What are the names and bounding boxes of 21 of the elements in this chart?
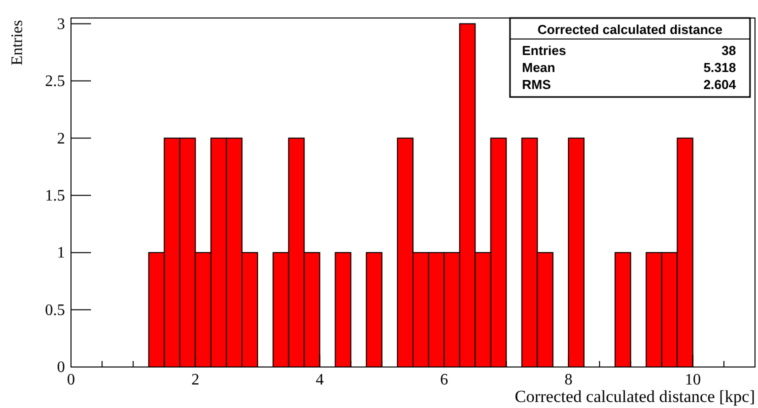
annotation: RMS bbox=[522, 77, 552, 92]
x-tick-label: 2 bbox=[191, 371, 200, 388]
y-tick-label: 0 bbox=[57, 359, 65, 376]
chart-title: Corrected calculated distance bbox=[538, 22, 722, 37]
y-tick-label: 2 bbox=[57, 130, 65, 148]
y-tick-label: 1.5 bbox=[45, 187, 65, 204]
annotation: 2.604 bbox=[703, 77, 737, 92]
annotation: 5.318 bbox=[703, 60, 736, 75]
y-tick-label: 2.5 bbox=[45, 73, 65, 90]
y-tick-label: 1 bbox=[57, 244, 65, 262]
x-tick-label: 6 bbox=[440, 371, 448, 388]
x-axis-title: Corrected calculated distance [kpc] bbox=[514, 387, 755, 406]
y-tick-label: 3 bbox=[57, 16, 65, 33]
y-tick-label: 0.5 bbox=[45, 302, 65, 319]
annotation: Mean bbox=[522, 60, 556, 75]
annotation: 38 bbox=[722, 43, 736, 58]
annotation: Entries bbox=[522, 43, 566, 58]
x-tick-label: 8 bbox=[564, 371, 572, 388]
x-tick-label: 10 bbox=[684, 371, 701, 388]
y-axis-title: Entries bbox=[9, 20, 26, 66]
x-tick-label: 4 bbox=[316, 371, 324, 388]
